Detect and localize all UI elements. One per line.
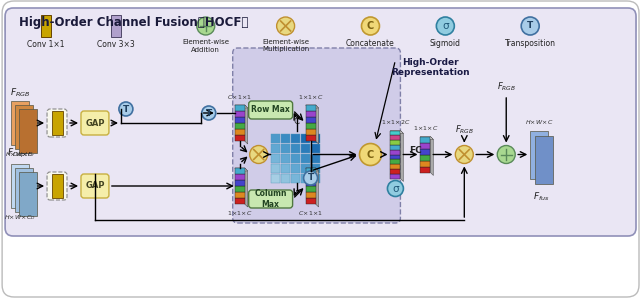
Bar (310, 173, 319, 182)
Text: $F_{RGB}$: $F_{RGB}$ (455, 123, 474, 136)
Bar (305, 135, 316, 141)
Bar (305, 192, 316, 198)
Bar (41, 15, 51, 37)
Text: Row Max: Row Max (252, 105, 290, 114)
Bar (390, 164, 401, 169)
Text: C: C (294, 117, 300, 126)
Bar (291, 173, 300, 182)
Bar (420, 154, 430, 161)
Text: C: C (260, 152, 267, 161)
Text: C: C (367, 21, 374, 31)
Text: $F_{Depth}$: $F_{Depth}$ (7, 147, 33, 160)
Bar (420, 148, 430, 154)
Polygon shape (420, 136, 433, 139)
Circle shape (455, 145, 474, 164)
Bar (390, 174, 401, 179)
Bar (235, 123, 244, 129)
Text: Concatenate: Concatenate (346, 39, 395, 48)
Bar (280, 144, 290, 153)
Circle shape (196, 17, 215, 35)
Bar (390, 169, 401, 174)
Bar (15, 168, 33, 212)
Bar (301, 173, 310, 182)
Text: FC: FC (409, 146, 422, 155)
Polygon shape (244, 168, 248, 207)
Bar (305, 168, 316, 174)
Text: T: T (307, 173, 314, 182)
Text: $1\!\times\!1\!\times\!2C$: $1\!\times\!1\!\times\!2C$ (381, 119, 410, 126)
Bar (271, 144, 280, 153)
FancyBboxPatch shape (81, 174, 109, 198)
Circle shape (119, 102, 133, 116)
Bar (235, 129, 244, 135)
Text: Element-wise
Addition: Element-wise Addition (182, 39, 229, 52)
Bar (310, 153, 319, 162)
Bar (280, 153, 290, 162)
Bar (235, 192, 244, 198)
Bar (271, 153, 280, 162)
Polygon shape (390, 131, 403, 134)
Bar (271, 173, 280, 182)
Text: Conv 1×1: Conv 1×1 (28, 40, 65, 49)
Polygon shape (244, 105, 248, 144)
Bar (390, 154, 401, 159)
Bar (235, 186, 244, 192)
Bar (301, 153, 310, 162)
Text: T: T (205, 108, 212, 117)
Text: Column
Max: Column Max (254, 189, 287, 209)
Bar (305, 129, 316, 135)
Bar (390, 140, 401, 145)
Circle shape (521, 17, 539, 35)
Bar (235, 168, 244, 174)
Bar (235, 198, 244, 204)
Bar (291, 134, 300, 142)
Text: $H\!\times\!W\!\times\!C$: $H\!\times\!W\!\times\!C$ (525, 117, 554, 125)
Bar (235, 180, 244, 186)
FancyBboxPatch shape (5, 11, 636, 37)
Bar (420, 142, 430, 148)
Circle shape (362, 17, 380, 35)
Text: T: T (123, 105, 129, 114)
Text: σ: σ (392, 184, 399, 193)
FancyBboxPatch shape (47, 172, 67, 200)
Text: GAP: GAP (85, 181, 105, 190)
Bar (305, 111, 316, 117)
Text: $1\!\times\!1\!\times\!C$: $1\!\times\!1\!\times\!C$ (298, 93, 323, 101)
Text: $H\!\times\!W\!\times\!C_r$: $H\!\times\!W\!\times\!C_r$ (5, 150, 35, 159)
Bar (310, 134, 319, 142)
Circle shape (276, 17, 294, 35)
Bar (390, 159, 401, 164)
Bar (305, 198, 316, 204)
Polygon shape (235, 105, 248, 108)
Bar (420, 136, 430, 142)
Text: GAP: GAP (85, 119, 105, 128)
Bar (301, 144, 310, 153)
FancyBboxPatch shape (233, 48, 401, 223)
Bar (11, 164, 29, 208)
Text: Element-wise
Multiplication: Element-wise Multiplication (262, 39, 309, 52)
Text: $F_{RGB}$: $F_{RGB}$ (10, 86, 30, 99)
Polygon shape (235, 168, 248, 171)
Text: Conv 3×3: Conv 3×3 (97, 40, 135, 49)
Bar (530, 131, 548, 179)
FancyBboxPatch shape (5, 8, 636, 236)
Bar (291, 164, 300, 173)
Bar (19, 109, 37, 153)
Text: $F_{RGB}$: $F_{RGB}$ (497, 80, 516, 93)
Bar (305, 117, 316, 123)
Text: $C\!\times\!1\!\times\!1$: $C\!\times\!1\!\times\!1$ (298, 209, 323, 217)
Bar (535, 136, 553, 184)
Bar (280, 164, 290, 173)
Bar (235, 111, 244, 117)
Polygon shape (305, 105, 319, 108)
Bar (52, 111, 63, 135)
Bar (390, 131, 401, 135)
FancyBboxPatch shape (249, 190, 292, 208)
Circle shape (497, 145, 515, 164)
Bar (280, 173, 290, 182)
Text: $1\!\times\!1\!\times\!C$: $1\!\times\!1\!\times\!C$ (413, 125, 438, 133)
Bar (305, 186, 316, 192)
FancyBboxPatch shape (47, 109, 67, 137)
Bar (52, 174, 63, 198)
